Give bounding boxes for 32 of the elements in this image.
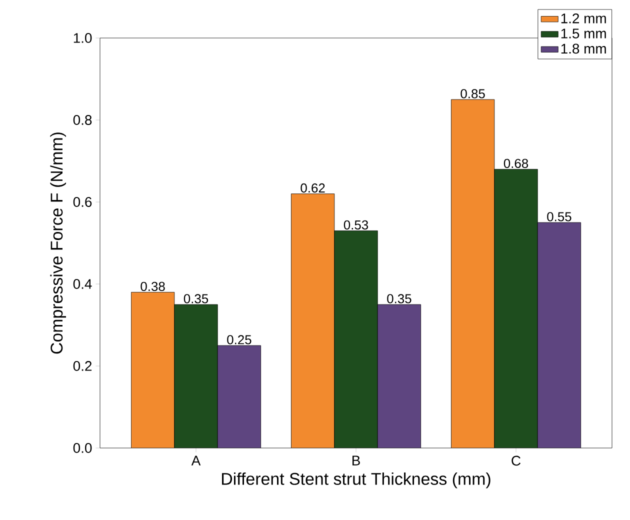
y-tick-label: 0.0 <box>73 443 92 453</box>
y-tick-label: 0.4 <box>73 279 92 289</box>
y-tick-label: 1.0 <box>74 33 92 43</box>
bar <box>494 168 538 448</box>
bar <box>291 194 334 448</box>
bar <box>174 304 218 448</box>
x-tick-label: B <box>352 456 360 466</box>
bar <box>451 99 495 448</box>
x-tick-label: A <box>191 456 201 466</box>
bar <box>378 304 421 448</box>
x-tick-label: C <box>512 456 521 466</box>
legend-label: 1.5 mm <box>561 28 606 38</box>
legend-label: 1.8 mm <box>561 44 606 54</box>
bar <box>218 346 261 448</box>
y-tick-label: 0.8 <box>73 115 92 125</box>
legend-label: 1.2 mm <box>561 13 606 24</box>
y-tick-label: 0.2 <box>73 361 92 371</box>
data-label: 0.62 <box>300 183 325 193</box>
bar <box>131 292 174 448</box>
data-label: 0.38 <box>140 282 165 291</box>
data-label: 0.68 <box>504 158 528 168</box>
bar <box>334 230 378 448</box>
data-label: 0.35 <box>184 294 208 304</box>
data-label: 0.53 <box>344 220 368 230</box>
y-axis-title: Compressive Force F (N/mm) <box>50 132 66 354</box>
data-label: 0.35 <box>387 294 412 304</box>
data-label: 0.55 <box>547 212 572 222</box>
y-tick-label: 0.6 <box>73 197 92 207</box>
bar <box>537 222 582 448</box>
x-axis-title: Different Stent strut Thickness (mm) <box>222 472 490 488</box>
data-label: 0.25 <box>227 335 252 344</box>
data-label: 0.85 <box>460 89 485 98</box>
